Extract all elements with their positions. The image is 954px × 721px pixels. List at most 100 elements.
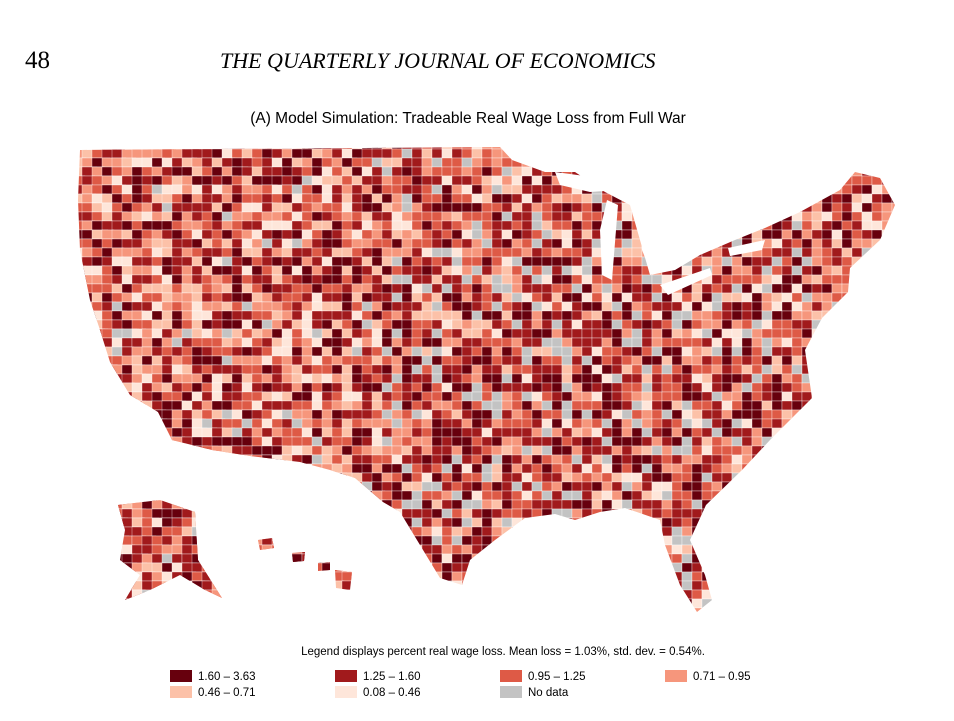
map-cell [591, 256, 603, 267]
map-cell [791, 337, 803, 348]
map-cell [411, 328, 423, 339]
map-cell [561, 292, 573, 303]
map-cell [791, 328, 803, 339]
map-cell [891, 157, 895, 168]
map-cell [121, 535, 133, 546]
map-cell [451, 562, 463, 573]
map-cell [761, 499, 773, 510]
map-cell [541, 301, 553, 312]
map-cell [541, 157, 553, 168]
map-cell [701, 283, 713, 294]
map-cell [781, 166, 793, 177]
map-cell [591, 400, 603, 411]
map-cell [401, 238, 413, 249]
map-cell [91, 409, 116, 420]
map-cell [681, 400, 693, 411]
map-cell [791, 175, 803, 186]
map-cell [691, 229, 703, 240]
map-cell [411, 427, 423, 438]
map-cell [691, 463, 703, 474]
map-cell [551, 373, 563, 384]
map-cell [411, 148, 423, 159]
map-cell [541, 400, 553, 411]
map-cell [391, 310, 403, 321]
map-cell [681, 256, 693, 267]
map-cell [521, 319, 533, 330]
map-cell [211, 463, 232, 474]
map-cell [831, 382, 843, 393]
map-cell [131, 310, 143, 321]
map-cell [481, 301, 493, 312]
map-cell [781, 346, 793, 357]
map-cell [671, 508, 683, 519]
map-cell [101, 598, 128, 609]
map-cell [631, 409, 643, 420]
map-cell [581, 310, 593, 321]
map-cell [871, 418, 883, 429]
map-cell [611, 580, 623, 591]
map-cell [351, 184, 364, 195]
map-cell [881, 202, 893, 213]
map-cell [821, 553, 833, 564]
map-cell [841, 544, 853, 555]
map-cell [501, 175, 513, 186]
map-cell [571, 553, 583, 564]
map-cell [781, 382, 793, 393]
map-cell [741, 571, 753, 582]
map-cell [681, 589, 693, 600]
map-cell [601, 490, 613, 501]
map-cell [611, 193, 623, 204]
map-cell [601, 607, 613, 612]
map-cell [831, 157, 843, 168]
map-cell [771, 310, 783, 321]
map-cell [111, 418, 131, 429]
map-cell [841, 265, 853, 276]
map-cell [671, 481, 683, 492]
map-cell [78, 364, 84, 375]
map-cell [841, 517, 853, 528]
map-cell [671, 328, 683, 339]
map-cell [401, 499, 413, 510]
map-cell [161, 490, 182, 501]
map-cell [411, 310, 423, 321]
map-cell [811, 175, 823, 186]
map-cell [381, 418, 393, 429]
map-cell [81, 598, 96, 609]
map-cell [191, 499, 203, 510]
map-cell [731, 202, 743, 213]
map-cell [441, 310, 453, 321]
map-cell [831, 526, 843, 537]
map-cell [511, 319, 523, 330]
map-cell [831, 454, 843, 465]
map-cell [851, 508, 863, 519]
map-cell [481, 355, 493, 366]
map-cell [641, 589, 653, 600]
map-cell [451, 445, 463, 456]
map-cell [191, 589, 207, 600]
map-cell [81, 499, 105, 510]
map-cell [541, 229, 553, 240]
map-cell [681, 382, 693, 393]
map-cell [731, 526, 743, 537]
map-cell [621, 508, 633, 519]
map-cell [831, 427, 843, 438]
map-cell [531, 238, 543, 249]
map-cell [661, 607, 673, 612]
map-cell [211, 508, 227, 519]
map-cell [621, 409, 633, 420]
map-cell [571, 147, 583, 150]
map-cell [902, 572, 912, 581]
map-cell [441, 337, 453, 348]
map-cell [491, 265, 503, 276]
map-cell [431, 445, 443, 456]
map-cell [731, 337, 743, 348]
map-cell [471, 454, 483, 465]
map-cell [311, 517, 337, 528]
map-cell [801, 391, 813, 402]
map-cell [111, 526, 123, 537]
map-cell [881, 418, 893, 429]
map-cell [631, 157, 643, 168]
map-cell [871, 337, 883, 348]
map-cell [151, 391, 164, 402]
map-cell [861, 157, 873, 168]
